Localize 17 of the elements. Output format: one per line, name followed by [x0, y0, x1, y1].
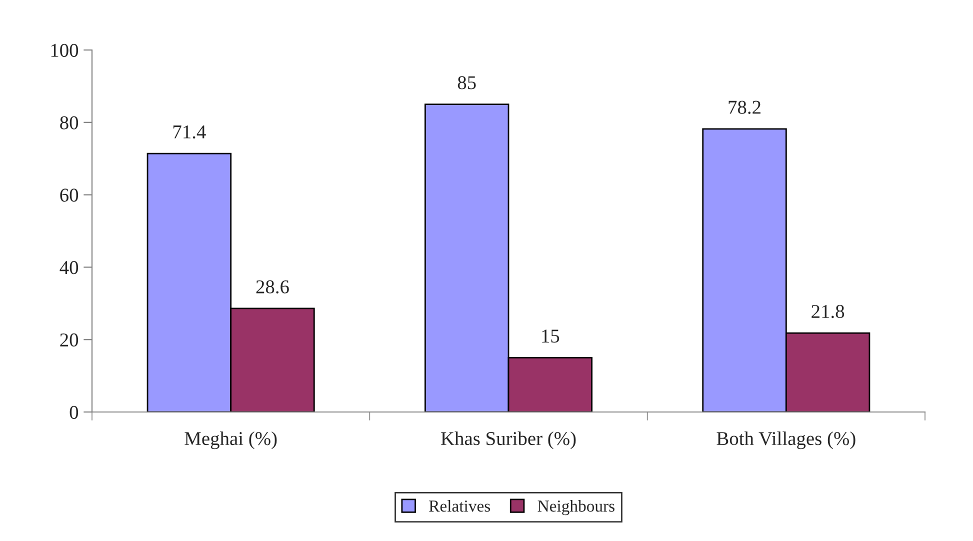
legend-label: Neighbours [538, 500, 614, 516]
data-label: 71.4 [173, 125, 206, 139]
y-tick-label: 60 [60, 188, 78, 202]
y-tick-label: 40 [60, 261, 78, 274]
data-label: 85 [458, 76, 476, 90]
legend-label: Relatives [429, 500, 490, 512]
y-tick-label: 20 [60, 333, 78, 347]
data-label: 28.6 [256, 280, 289, 294]
x-tick-label: Khas Suriber (%) [441, 431, 576, 450]
data-label: 15 [542, 330, 560, 343]
data-label: 78.2 [728, 100, 760, 114]
y-tick-label: 80 [60, 116, 78, 130]
x-tick-label: Both Villages (%) [716, 431, 856, 450]
y-tick-label: 0 [70, 406, 78, 419]
x-tick-label: Meghai (%) [184, 431, 277, 450]
data-label: 21.8 [812, 304, 844, 318]
y-tick-label: 100 [51, 44, 78, 57]
